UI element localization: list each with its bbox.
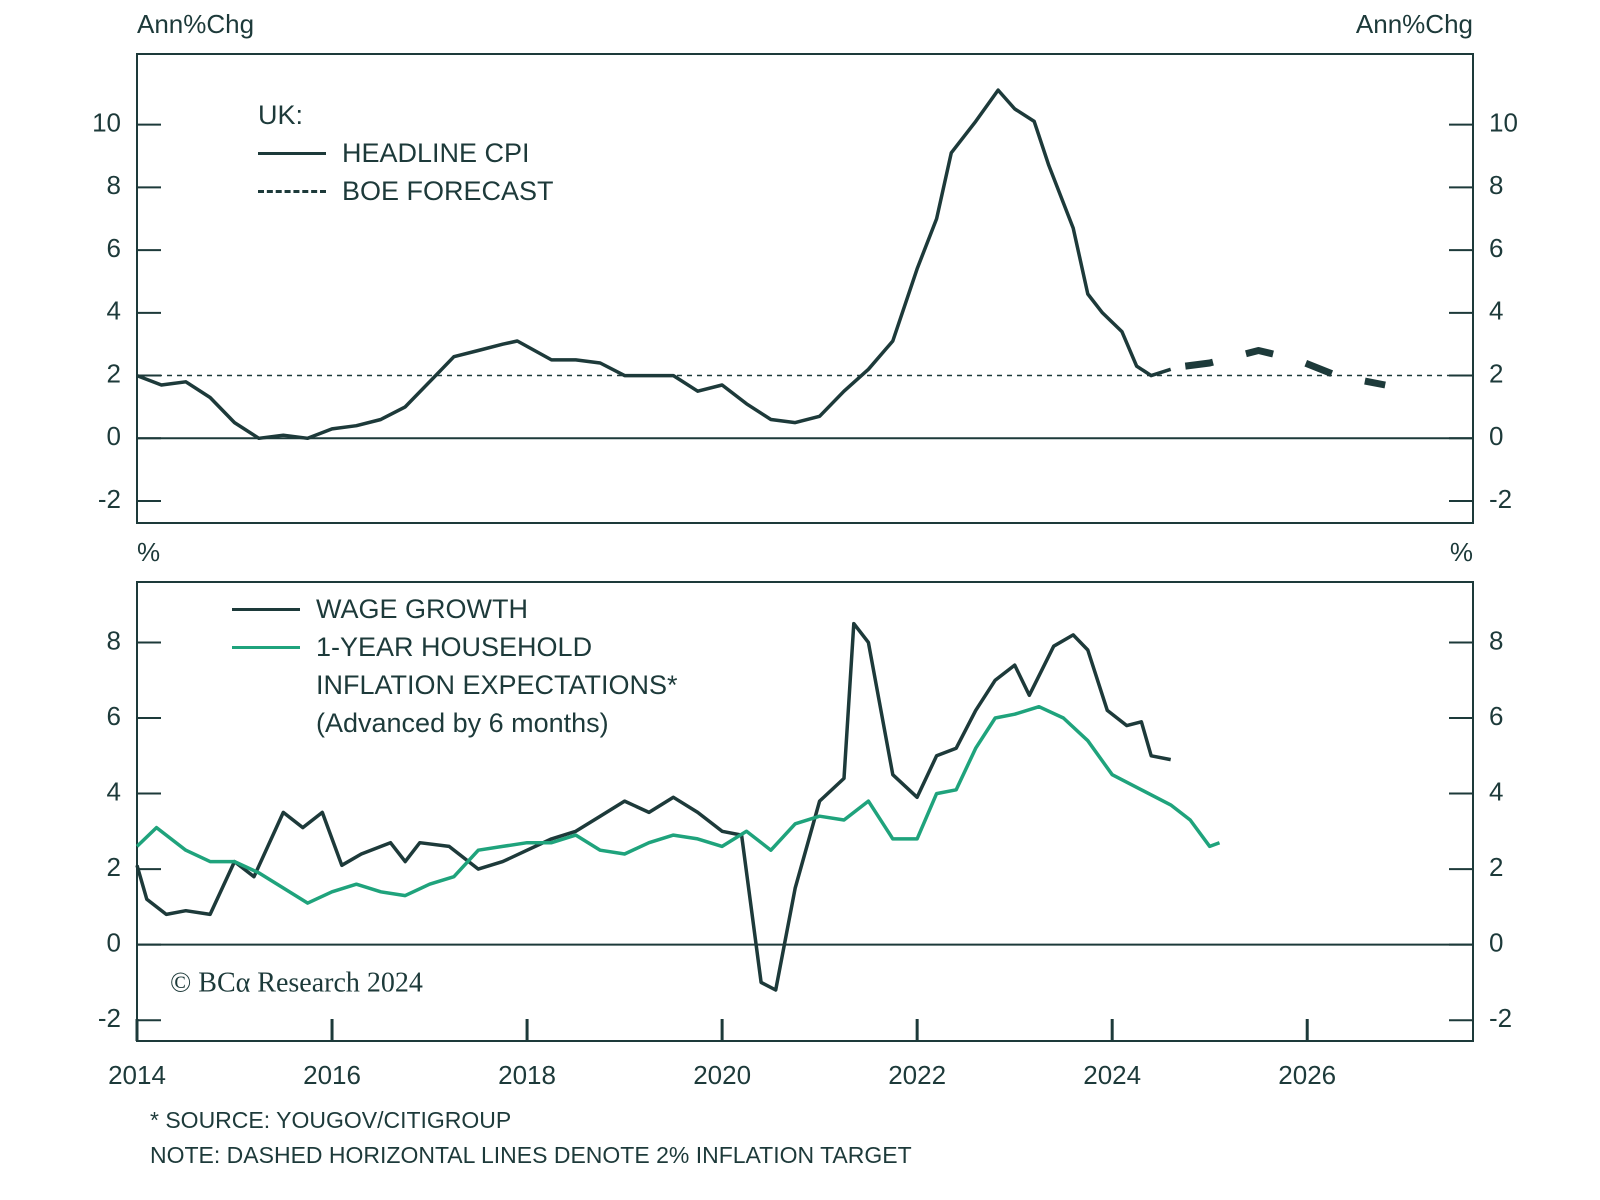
legend-entry: HEADLINE CPI — [258, 134, 554, 172]
y2-tick-label: 6 — [1489, 233, 1503, 263]
y-tick-label: 0 — [107, 421, 121, 451]
y2-tick-label: 0 — [1489, 421, 1503, 451]
x-tick-label: 2016 — [303, 1060, 361, 1090]
y2-tick-label: 2 — [1489, 852, 1503, 882]
footnote: * SOURCE: YOUGOV/CITIGROUP — [150, 1107, 511, 1133]
legend-entry: WAGE GROWTH — [232, 590, 678, 628]
y-tick-label: 2 — [107, 852, 121, 882]
x-tick-label: 2018 — [498, 1060, 556, 1090]
legend-line — [232, 608, 300, 611]
legend-swatch — [232, 628, 300, 666]
legend-note: (Advanced by 6 months) — [232, 704, 678, 742]
series-line — [136, 88, 1172, 441]
y2-tick-label: 6 — [1489, 701, 1503, 731]
y-tick-label: 4 — [107, 776, 121, 806]
x-tick-label: 2022 — [888, 1060, 946, 1090]
legend-entry: BOE FORECAST — [258, 172, 554, 210]
y2-tick-label: -2 — [1489, 484, 1512, 514]
x-tick-label: 2026 — [1278, 1060, 1336, 1090]
legend-line — [258, 152, 326, 155]
y-axis-label: Ann%Chg — [137, 9, 254, 39]
y-tick-label: 6 — [107, 701, 121, 731]
legend: UK: HEADLINE CPI BOE FORECAST — [258, 96, 554, 210]
legend-title: UK: — [258, 100, 304, 130]
y2-tick-label: 10 — [1489, 107, 1518, 137]
y-tick-label: 6 — [107, 233, 121, 263]
legend-swatch — [258, 172, 326, 210]
y-tick-label: 2 — [107, 358, 121, 388]
legend-label: 1-YEAR HOUSEHOLD INFLATION EXPECTATIONS* — [316, 632, 678, 700]
series-line — [1184, 347, 1386, 389]
watermark: © BCα Research 2024 — [170, 967, 423, 998]
y-tick-label: 4 — [107, 296, 121, 326]
y-tick-label: -2 — [98, 484, 121, 514]
y2-tick-label: 8 — [1489, 170, 1503, 200]
y-tick-label: 8 — [107, 625, 121, 655]
footnote: NOTE: DASHED HORIZONTAL LINES DENOTE 2% … — [150, 1142, 912, 1168]
legend-label: HEADLINE CPI — [342, 138, 530, 168]
legend-swatch — [258, 134, 326, 172]
y2-tick-label: -2 — [1489, 1003, 1512, 1033]
legend-swatch — [232, 590, 300, 628]
y2-tick-label: 4 — [1489, 776, 1503, 806]
y-tick-label: -2 — [98, 1003, 121, 1033]
legend-note-text: (Advanced by 6 months) — [316, 708, 609, 738]
series-line — [135, 704, 1221, 905]
y2-axis-label: Ann%Chg — [1356, 9, 1473, 39]
legend-line — [232, 646, 300, 649]
x-tick-label: 2024 — [1083, 1060, 1141, 1090]
legend-entry: 1-YEAR HOUSEHOLD INFLATION EXPECTATIONS* — [232, 628, 678, 704]
y2-tick-label: 4 — [1489, 296, 1503, 326]
legend-line — [258, 190, 326, 193]
y-tick-label: 8 — [107, 170, 121, 200]
x-tick-label: 2020 — [693, 1060, 751, 1090]
legend: WAGE GROWTH 1-YEAR HOUSEHOLD INFLATION EX… — [232, 590, 678, 742]
y-tick-label: 10 — [92, 107, 121, 137]
y-tick-label: 0 — [107, 928, 121, 958]
series-line — [135, 621, 1172, 992]
legend-label: BOE FORECAST — [342, 176, 554, 206]
plot-frame — [136, 581, 1474, 1042]
plot-frame — [136, 53, 1474, 524]
y2-tick-label: 8 — [1489, 625, 1503, 655]
y2-tick-label: 2 — [1489, 358, 1503, 388]
y2-axis-label: % — [1450, 537, 1473, 567]
x-tick-label: 2014 — [108, 1060, 166, 1090]
y-axis-label: % — [137, 537, 160, 567]
legend-label: WAGE GROWTH — [316, 594, 528, 624]
y2-tick-label: 0 — [1489, 928, 1503, 958]
